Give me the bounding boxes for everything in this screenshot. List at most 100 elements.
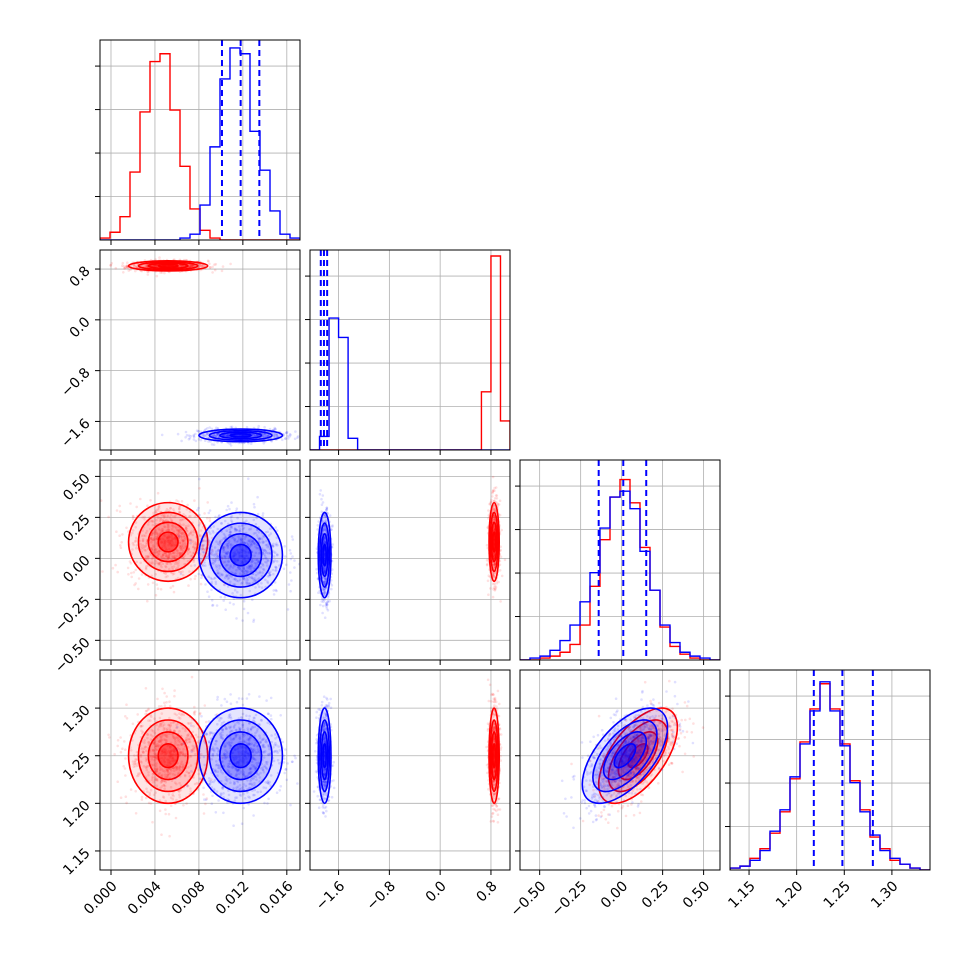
scatter-point: [183, 535, 186, 539]
scatter-point: [124, 748, 127, 751]
scatter-point: [216, 441, 219, 444]
scatter-point: [230, 526, 233, 529]
scatter-point: [211, 604, 214, 607]
scatter-point: [235, 617, 238, 620]
scatter-point: [163, 271, 166, 275]
scatter-point: [150, 541, 153, 544]
scatter-point: [167, 528, 170, 532]
scatter-point: [177, 564, 180, 567]
scatter-point: [166, 515, 169, 518]
scatter-point: [216, 572, 220, 576]
scatter-point: [225, 552, 228, 556]
scatter-point: [226, 551, 230, 554]
scatter-point: [248, 544, 252, 548]
scatter-point: [181, 542, 185, 546]
scatter-point: [493, 552, 496, 556]
scatter-point: [216, 427, 220, 430]
scatter-point: [157, 553, 160, 556]
scatter-point: [176, 432, 180, 436]
scatter-point: [224, 556, 227, 560]
scatter-point: [203, 429, 207, 432]
scatter-point: [176, 576, 180, 580]
scatter-point: [183, 562, 186, 566]
scatter-point: [241, 528, 245, 531]
scatter-point: [275, 542, 278, 545]
scatter-point: [132, 543, 135, 547]
scatter-point: [179, 570, 183, 574]
scatter-point: [172, 556, 175, 560]
scatter-point: [238, 525, 241, 528]
scatter-point: [274, 427, 277, 431]
scatter-point: [188, 774, 192, 778]
scatter-point: [129, 502, 132, 505]
scatter-point: [168, 539, 172, 543]
scatter-point: [321, 604, 325, 608]
scatter-point: [243, 557, 246, 560]
scatter-point: [223, 555, 227, 559]
scatter-point: [162, 760, 166, 763]
scatter-point: [223, 434, 227, 437]
scatter-point: [272, 542, 275, 546]
scatter-point: [257, 424, 261, 428]
scatter-point: [167, 540, 170, 543]
scatter-point: [234, 553, 238, 556]
scatter-point: [245, 519, 248, 523]
scatter-point: [163, 704, 167, 707]
scatter-point: [325, 603, 329, 606]
scatter-point: [257, 560, 260, 564]
scatter-point: [204, 428, 207, 431]
scatter-point: [197, 429, 200, 433]
scatter-point: [159, 724, 162, 728]
scatter-point: [132, 571, 136, 574]
scatter-point: [485, 558, 489, 562]
scatter-point: [244, 535, 247, 539]
scatter-point: [257, 552, 261, 555]
scatter-point: [166, 538, 169, 541]
scatter-point: [166, 773, 169, 776]
scatter-point: [167, 556, 170, 560]
panel-frame: [99, 249, 301, 451]
scatter-point: [228, 528, 232, 531]
contour-series_b: [218, 431, 263, 440]
scatter-point: [178, 552, 182, 555]
scatter-point: [227, 434, 230, 438]
scatter-point: [322, 591, 326, 594]
scatter-point: [157, 507, 161, 510]
scatter-point: [163, 701, 166, 705]
scatter-point: [258, 585, 261, 589]
scatter-point: [249, 538, 253, 541]
scatter-point: [146, 765, 150, 768]
scatter-point: [486, 579, 490, 583]
scatter-point: [291, 555, 294, 558]
scatter-point: [274, 526, 278, 529]
scatter-point: [167, 760, 170, 763]
scatter-point: [171, 584, 175, 588]
scatter-point: [323, 514, 327, 518]
scatter-point: [184, 739, 188, 742]
scatter-point: [155, 784, 159, 787]
scatter-point: [169, 507, 172, 510]
scatter-point: [116, 780, 119, 783]
scatter-point: [171, 541, 175, 544]
scatter-point: [161, 769, 165, 772]
scatter-point: [189, 538, 193, 542]
scatter-point: [132, 765, 136, 768]
scatter-point: [217, 564, 220, 567]
scatter-point: [492, 573, 495, 577]
scatter-point: [323, 514, 327, 517]
scatter-point: [139, 724, 143, 728]
scatter-point: [200, 264, 204, 268]
scatter-point: [179, 264, 182, 268]
scatter-point: [323, 598, 326, 602]
scatter-point: [272, 593, 276, 596]
scatter-point: [240, 548, 244, 551]
scatter-point: [186, 784, 189, 787]
scatter-point: [192, 560, 195, 563]
scatter-point: [157, 562, 161, 566]
scatter-point: [492, 507, 496, 511]
scatter-point: [264, 556, 267, 560]
scatter-point: [256, 561, 259, 564]
scatter-point: [168, 756, 172, 760]
scatter-point: [253, 579, 256, 582]
scatter-point: [205, 432, 209, 435]
